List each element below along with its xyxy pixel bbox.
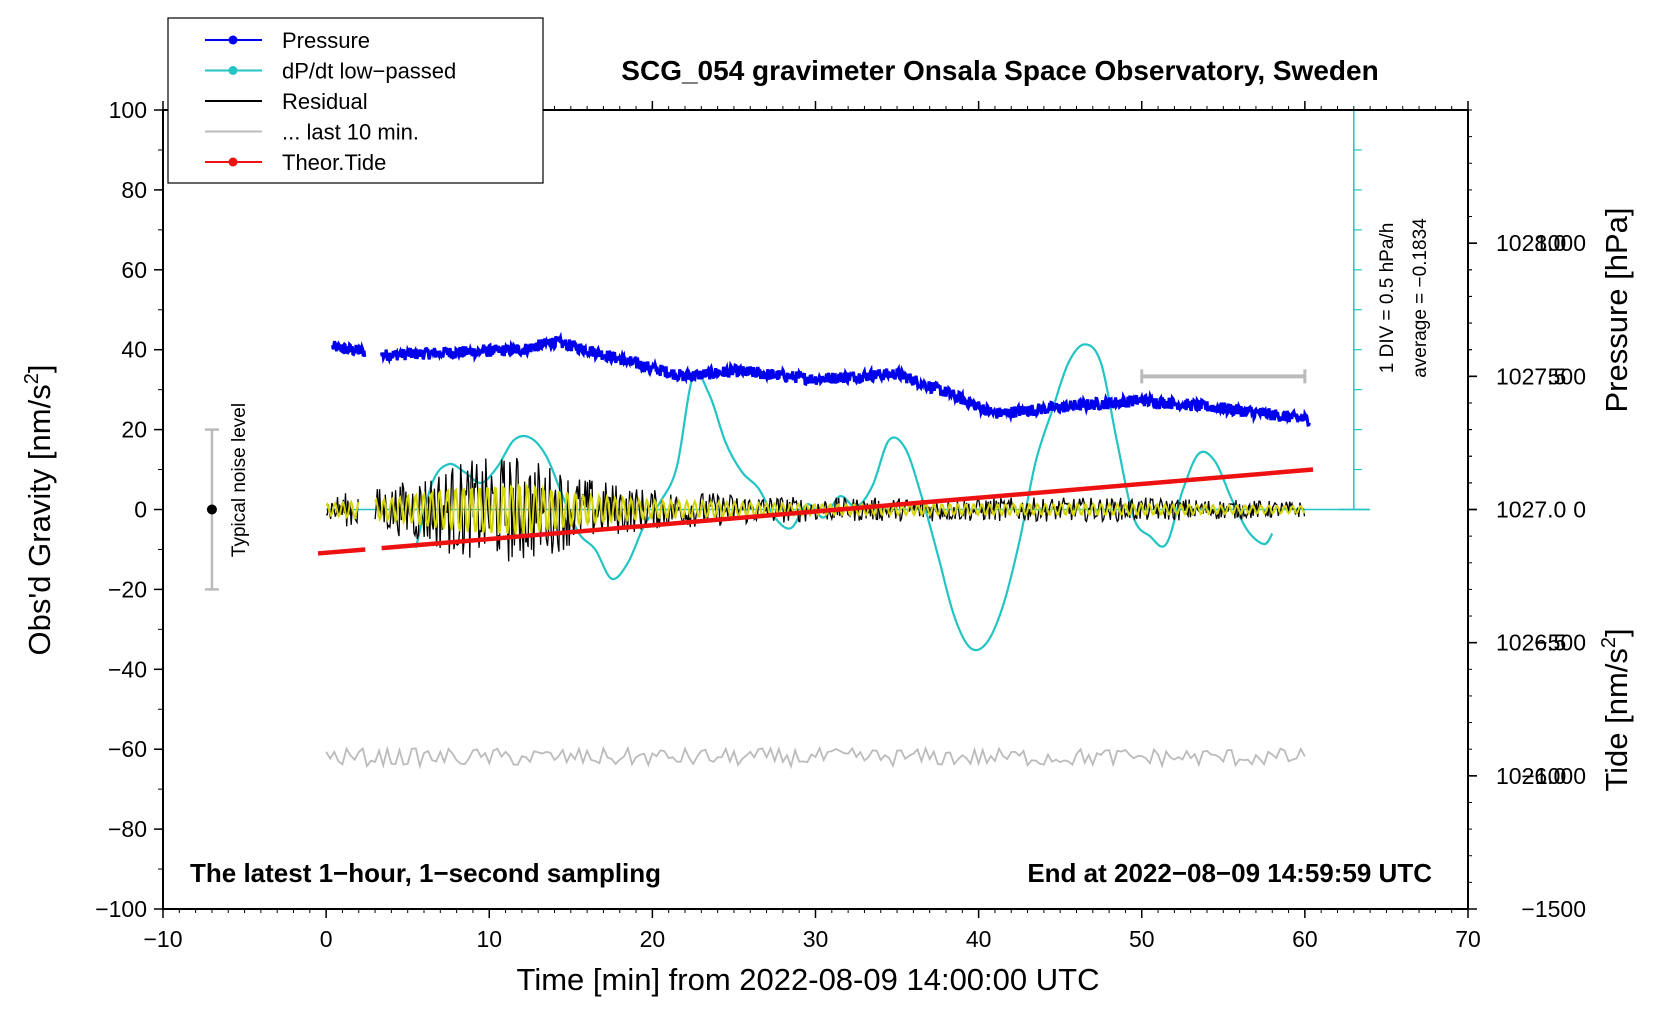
annotation-end-time: End at 2022−08−09 14:59:59 UTC [1027, 858, 1432, 888]
x-tick-label: 20 [640, 926, 666, 952]
y-tick-label: 40 [121, 337, 147, 363]
x-tick-label: 40 [966, 926, 992, 952]
x-tick-label: 70 [1455, 926, 1481, 952]
average-label: average = −0.1834 [1410, 218, 1431, 378]
x-tick-label: 0 [320, 926, 333, 952]
y-tick-label: −60 [108, 736, 147, 762]
legend-label: Residual [282, 89, 368, 114]
y-axis-label: Obs'd Gravity [nm/s2] [21, 365, 57, 656]
tide-tick-label: −1500 [1521, 896, 1586, 922]
last-ten-minutes-line [325, 745, 1306, 770]
annotation-sampling: The latest 1−hour, 1−second sampling [190, 858, 661, 888]
y-tick-label: 20 [121, 417, 147, 443]
y-tick-label: −40 [108, 656, 147, 682]
x-tick-label: 60 [1292, 926, 1318, 952]
pressure-axis-label: Pressure [hPa] [1599, 207, 1634, 412]
pressure-tick-label: 1027.0 [1496, 497, 1566, 523]
y-tick-label: −80 [108, 816, 147, 842]
pressure-tick-label: 1028.0 [1496, 230, 1566, 256]
y-tick-label: 60 [121, 257, 147, 283]
tide-tick-label: 1000 [1535, 230, 1586, 256]
tide-line-segment [317, 547, 366, 556]
legend-marker [228, 35, 238, 45]
pressure-line-segment [380, 331, 1311, 427]
tide-tick-label: −500 [1534, 630, 1586, 656]
pressure-tick-label: 1026.0 [1496, 763, 1566, 789]
axis-ticks: −10 0 10 20 30 40 50 60 70100806040200−20−40−60−… [95, 97, 1586, 952]
x-tick-label: 10 [476, 926, 502, 952]
div-scale-label: 1 DIV = 0.5 hPa/h [1377, 223, 1398, 374]
pressure-tick-label: 1026.5 [1496, 630, 1566, 656]
plot-frame [162, 109, 1469, 910]
tide-tick-label: 500 [1548, 363, 1586, 389]
data-series [204, 109, 1371, 770]
x-tick-label: 30 [803, 926, 829, 952]
tide-axis-label: Tide [nm/s2] [1598, 628, 1634, 791]
x-axis-label: Time [min] from 2022-08-09 14:00:00 UTC [517, 962, 1100, 997]
tide-tick-label: −1000 [1521, 763, 1586, 789]
legend-marker [228, 157, 238, 167]
noise-level-label: Typical noise level [229, 403, 250, 557]
legend-label: dP/dt low−passed [282, 59, 456, 84]
y-tick-label: 0 [134, 497, 147, 523]
legend-label: ... last 10 min. [282, 120, 419, 145]
y-tick-label: 100 [109, 97, 147, 123]
chart-title: SCG_054 gravimeter Onsala Space Observat… [621, 55, 1378, 86]
tide-tick-label: 0 [1573, 497, 1586, 523]
x-tick-label: 50 [1129, 926, 1155, 952]
y-tick-label: −100 [95, 896, 147, 922]
legend: Pressure dP/dt low−passed Residual ... last… [167, 17, 544, 184]
legend-label: Pressure [282, 28, 370, 53]
legend-label: Theor.Tide [282, 150, 386, 175]
y-tick-label: 80 [121, 177, 147, 203]
legend-marker [228, 66, 238, 75]
x-tick-label: −10 [143, 926, 182, 952]
pressure-tick-label: 1027.5 [1496, 363, 1566, 389]
residual-filtered-segment [325, 499, 360, 521]
noise-level-center-dot [206, 504, 217, 515]
y-tick-label: −20 [108, 576, 147, 602]
tide-line-segment [381, 467, 1314, 551]
pressure-line-segment [331, 340, 367, 358]
